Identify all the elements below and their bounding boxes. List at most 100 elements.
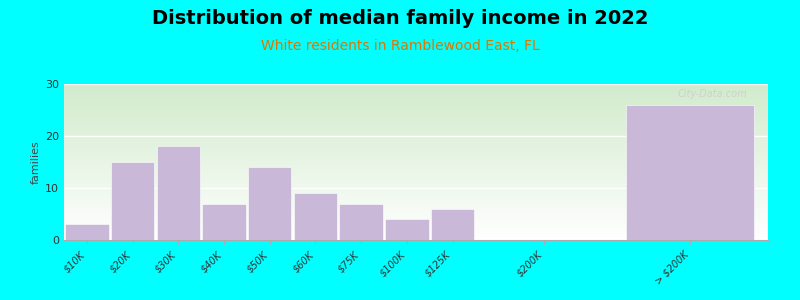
Bar <box>64 117 768 118</box>
Bar <box>64 217 768 218</box>
Bar <box>64 101 768 102</box>
Bar <box>64 179 768 180</box>
Bar <box>64 108 768 109</box>
Bar <box>64 146 768 147</box>
Bar <box>64 169 768 170</box>
Bar <box>626 105 754 240</box>
Bar <box>64 158 768 159</box>
Bar <box>64 193 768 194</box>
Bar <box>64 208 768 209</box>
Bar <box>64 191 768 192</box>
Bar <box>64 155 768 156</box>
Y-axis label: families: families <box>31 140 41 184</box>
Bar <box>64 110 768 111</box>
Bar <box>64 212 768 213</box>
Bar <box>64 111 768 112</box>
Bar <box>64 200 768 201</box>
Bar <box>64 181 768 182</box>
Bar <box>64 230 768 231</box>
Bar <box>64 107 768 108</box>
Bar <box>64 86 768 87</box>
Bar <box>64 166 768 167</box>
Bar <box>64 210 768 211</box>
Bar <box>64 237 768 238</box>
Bar <box>64 90 768 91</box>
Bar <box>64 238 768 239</box>
Bar <box>64 138 768 139</box>
Bar <box>64 128 768 129</box>
Bar <box>64 103 768 104</box>
Bar <box>64 159 768 160</box>
Bar <box>64 226 768 227</box>
Bar <box>64 92 768 93</box>
Bar <box>64 197 768 198</box>
Bar <box>64 133 768 134</box>
Bar <box>64 209 768 210</box>
Bar <box>64 122 768 123</box>
Bar <box>64 152 768 153</box>
Bar <box>64 171 768 172</box>
Bar <box>64 124 768 125</box>
Bar <box>64 180 768 181</box>
Bar <box>64 182 768 183</box>
Bar <box>64 173 768 174</box>
Bar <box>64 170 768 171</box>
Bar <box>65 224 109 240</box>
Bar <box>64 207 768 208</box>
Bar <box>64 163 768 164</box>
Text: White residents in Ramblewood East, FL: White residents in Ramblewood East, FL <box>261 39 539 53</box>
Text: City-Data.com: City-Data.com <box>678 89 747 99</box>
Bar <box>64 168 768 169</box>
Bar <box>64 150 768 151</box>
Bar <box>64 157 768 158</box>
Bar <box>64 127 768 128</box>
Bar <box>64 233 768 234</box>
Bar <box>64 183 768 184</box>
Bar <box>64 229 768 230</box>
Bar <box>64 161 768 162</box>
Bar <box>64 196 768 197</box>
Bar <box>64 141 768 142</box>
Bar <box>64 236 768 237</box>
Bar <box>111 162 154 240</box>
Bar <box>64 91 768 92</box>
Bar <box>64 93 768 94</box>
Bar <box>64 126 768 127</box>
Bar <box>64 204 768 205</box>
Bar <box>64 221 768 222</box>
Bar <box>64 177 768 178</box>
Bar <box>64 162 768 163</box>
Bar <box>64 144 768 145</box>
Bar <box>64 178 768 179</box>
Bar <box>64 239 768 240</box>
Bar <box>64 106 768 107</box>
Bar <box>64 201 768 202</box>
Bar <box>64 102 768 103</box>
Bar <box>64 99 768 100</box>
Bar <box>64 172 768 173</box>
Bar <box>64 100 768 101</box>
Bar <box>64 116 768 117</box>
Bar <box>64 145 768 146</box>
Bar <box>64 188 768 189</box>
Bar <box>64 185 768 186</box>
Bar <box>64 95 768 96</box>
Bar <box>64 205 768 206</box>
Bar <box>64 167 768 168</box>
Bar <box>64 186 768 187</box>
Bar <box>64 125 768 126</box>
Bar <box>64 135 768 136</box>
Bar <box>64 218 768 219</box>
Bar <box>64 130 768 131</box>
Bar <box>64 84 768 85</box>
Bar <box>64 235 768 236</box>
Bar <box>64 87 768 88</box>
Bar <box>64 165 768 166</box>
Bar <box>64 220 768 221</box>
Bar <box>64 223 768 224</box>
Bar <box>64 231 768 232</box>
Bar <box>64 154 768 155</box>
Bar <box>64 184 768 185</box>
Bar <box>64 214 768 215</box>
Bar <box>248 167 291 240</box>
